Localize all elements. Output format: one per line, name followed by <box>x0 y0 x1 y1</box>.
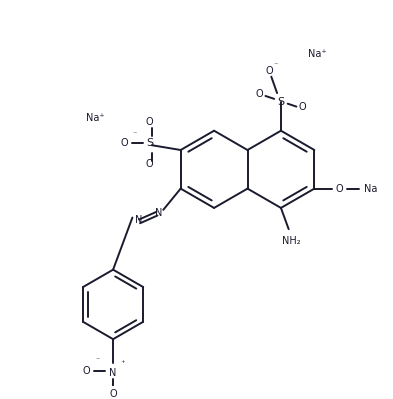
Text: O: O <box>256 89 264 99</box>
Text: O: O <box>336 184 343 194</box>
Text: N: N <box>155 208 162 218</box>
Text: O: O <box>146 160 154 170</box>
Text: Na⁺: Na⁺ <box>308 49 327 59</box>
Text: ⁻: ⁻ <box>132 129 136 138</box>
Text: ⁻: ⁻ <box>274 61 278 69</box>
Text: ⁻: ⁻ <box>95 355 100 364</box>
Text: Na⁺: Na⁺ <box>86 113 105 123</box>
Text: Na: Na <box>364 184 377 194</box>
Text: O: O <box>82 366 90 376</box>
Text: O: O <box>266 66 273 76</box>
Text: O: O <box>298 102 306 112</box>
Text: N: N <box>109 368 117 378</box>
Text: O: O <box>121 138 129 148</box>
Text: N: N <box>136 215 143 225</box>
Text: S: S <box>146 138 153 148</box>
Text: O: O <box>109 389 117 399</box>
Text: S: S <box>277 97 285 107</box>
Text: NH₂: NH₂ <box>282 236 301 246</box>
Text: O: O <box>146 117 154 127</box>
Text: ⁺: ⁺ <box>121 359 125 368</box>
